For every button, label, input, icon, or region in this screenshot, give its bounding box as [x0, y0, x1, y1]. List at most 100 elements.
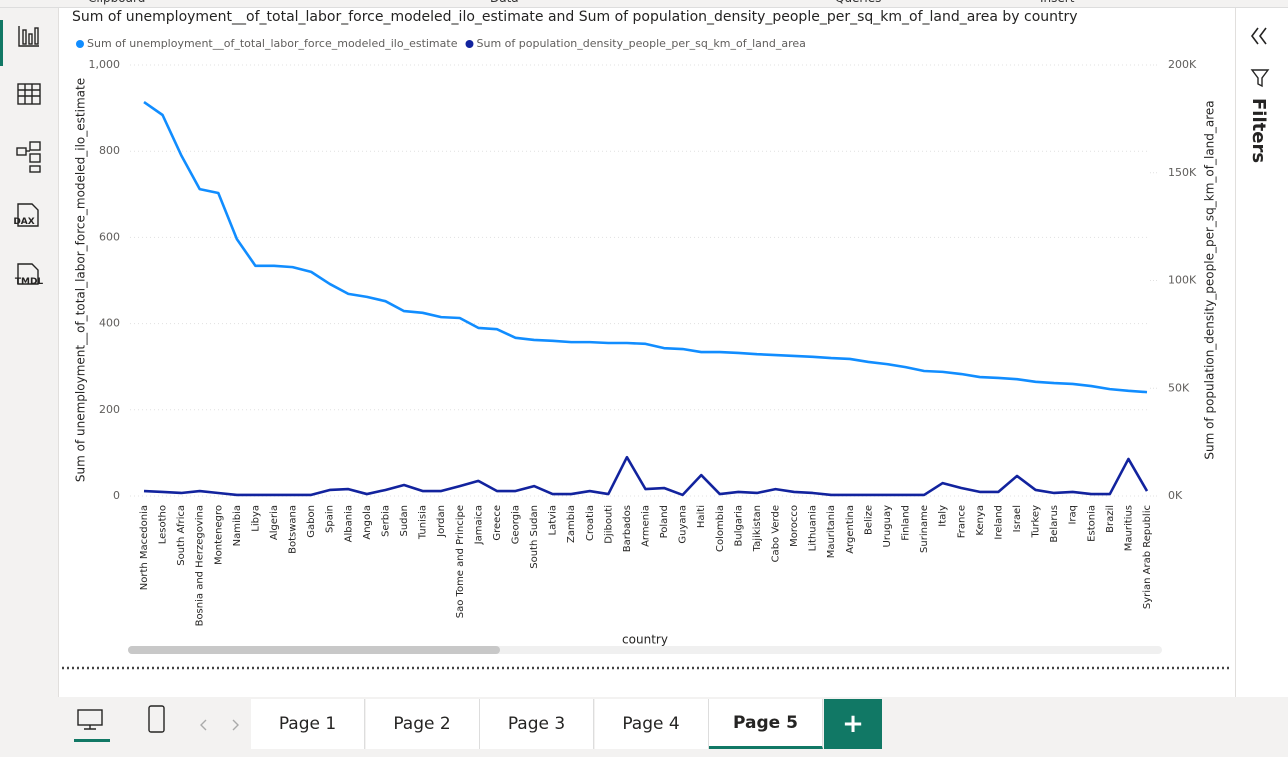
series-line	[143, 100, 1148, 394]
x-tick-label: Belarus	[1049, 505, 1060, 543]
tmdl-view-icon[interactable]	[17, 263, 39, 285]
x-tick-label: Mauritania	[826, 505, 837, 558]
x-tick-label: South Africa	[176, 505, 187, 566]
scrollbar-thumb[interactable]	[128, 646, 500, 654]
series-line	[143, 455, 1149, 497]
y-tick-label: 1,000	[89, 58, 121, 71]
model-view-icon[interactable]	[16, 141, 41, 173]
view-controls	[74, 705, 239, 742]
x-tick-label: Barbados	[622, 505, 633, 552]
x-tick-label: Angola	[362, 505, 373, 540]
filter-icon	[1250, 69, 1270, 88]
x-tick-label: Bulgaria	[733, 505, 744, 546]
ribbon-group: Insert	[1040, 0, 1074, 5]
x-tick-label: North Macedonia	[139, 505, 150, 590]
x-tick-label: Bosnia and Herzegovina	[195, 505, 206, 626]
x-axis-title: country	[622, 633, 668, 647]
chart-title: Sum of unemployment__of_total_labor_forc…	[72, 9, 1078, 25]
legend-marker	[76, 40, 84, 48]
x-tick-label: Croatia	[585, 505, 596, 541]
x-tick-label: Tajikistan	[752, 505, 763, 552]
y2-tick-label: 100K	[1168, 274, 1197, 287]
filters-icons	[1250, 27, 1270, 88]
filters-label[interactable]: Filters	[1248, 98, 1269, 164]
x-tick-label: Djibouti	[603, 505, 614, 544]
chart: Sum of unemployment__of_total_labor_forc…	[62, 9, 1230, 670]
x-tick-label: Montenegro	[213, 505, 224, 565]
sidebar-icons: DAX TMDL	[13, 26, 43, 287]
x-tick-label: Finland	[901, 505, 912, 541]
collapse-icon[interactable]	[1251, 27, 1267, 45]
x-tick-label: Colombia	[715, 505, 726, 552]
x-tick-label: Spain	[325, 505, 336, 533]
x-tick-label: Argentina	[845, 505, 856, 554]
x-tick-label: Suriname	[919, 505, 930, 553]
y-tick-label: 800	[99, 144, 120, 157]
mobile-layout-icon[interactable]	[148, 705, 165, 733]
page-tab[interactable]: Page 5	[709, 699, 823, 749]
legend-label: Sum of population_density_people_per_sq_…	[476, 37, 805, 50]
x-tick-label: Italy	[938, 505, 949, 527]
x-tick-label: Syrian Arab Republic	[1142, 505, 1153, 609]
x-tick-label: Albania	[343, 505, 354, 542]
x-tick-label: Serbia	[380, 505, 391, 537]
x-tick-label: Latvia	[548, 505, 559, 535]
page-tab[interactable]: Page 1	[251, 699, 365, 749]
x-tick-label: Estonia	[1086, 505, 1097, 542]
ribbon-group: Clipboard	[88, 0, 145, 5]
y2-tick-label: 200K	[1168, 58, 1197, 71]
legend-label: Sum of unemployment__of_total_labor_forc…	[87, 37, 458, 50]
y-tick-label: 0	[113, 489, 120, 502]
x-tick-label: France	[956, 505, 967, 538]
x-tick-label: Greece	[492, 505, 503, 541]
x-tick-label: Turkey	[1031, 505, 1042, 539]
x-tick-label: Mauritius	[1123, 505, 1134, 551]
y2-tick-label: 50K	[1168, 381, 1190, 394]
x-tick-label: Gabon	[306, 505, 317, 538]
report-view-icon[interactable]	[18, 26, 39, 47]
y-axis-title: Sum of unemployment__of_total_labor_forc…	[74, 78, 88, 482]
x-tick-label: Haiti	[696, 505, 707, 528]
x-tick-label: Poland	[659, 505, 670, 538]
tab-scroll[interactable]	[200, 719, 239, 731]
y2-tick-label: 0K	[1168, 489, 1183, 502]
x-tick-label: Kenya	[975, 505, 986, 536]
y-tick-label: 400	[99, 317, 120, 330]
add-page[interactable]: +	[824, 699, 882, 749]
page-tab[interactable]: Page 3	[480, 699, 594, 749]
ribbon-group: Queries	[835, 0, 881, 5]
x-tick-label: Jordan	[436, 505, 447, 538]
x-tick-label: Lithuania	[808, 505, 819, 551]
x-tick-label: South Sudan	[529, 505, 540, 569]
dax-label: DAX	[13, 217, 34, 227]
y2-tick-label: 150K	[1168, 166, 1197, 179]
x-tick-label: Jamaica	[473, 505, 484, 545]
x-tick-label: Armenia	[641, 505, 652, 547]
x-tick-label: Sao Tome and Principe	[455, 505, 466, 618]
ribbon-group: Data	[490, 0, 519, 5]
x-tick-label: Brazil	[1105, 505, 1116, 533]
x-tick-label: Sudan	[399, 505, 410, 537]
page-tab[interactable]: Page 4	[594, 699, 709, 749]
filters-pane: Filters	[1235, 8, 1288, 698]
desktop-layout-icon[interactable]	[74, 709, 110, 742]
ribbon: Clipboard Data Queries Insert	[0, 0, 1288, 8]
x-tick-label: Guyana	[678, 505, 689, 544]
x-tick-label: Israel	[1012, 505, 1023, 532]
page-tab[interactable]: Page 2	[365, 699, 480, 749]
y-tick-label: 200	[99, 403, 120, 416]
x-tick-label: Tunisia	[418, 505, 429, 540]
sidebar: DAX TMDL	[0, 8, 59, 698]
y-tick-label: 600	[99, 230, 120, 243]
dax-view-icon[interactable]	[17, 203, 39, 227]
x-tick-label: Botswana	[288, 505, 299, 554]
x-tick-label: Morocco	[789, 505, 800, 547]
x-tick-label: Ireland	[993, 505, 1004, 540]
table-view-icon[interactable]	[17, 83, 41, 105]
x-tick-label: Iraq	[1068, 505, 1079, 525]
selected-indicator	[0, 20, 3, 66]
x-tick-label: Namibia	[232, 505, 243, 546]
x-tick-label: Uruguay	[882, 505, 893, 548]
legend-marker	[465, 40, 474, 48]
